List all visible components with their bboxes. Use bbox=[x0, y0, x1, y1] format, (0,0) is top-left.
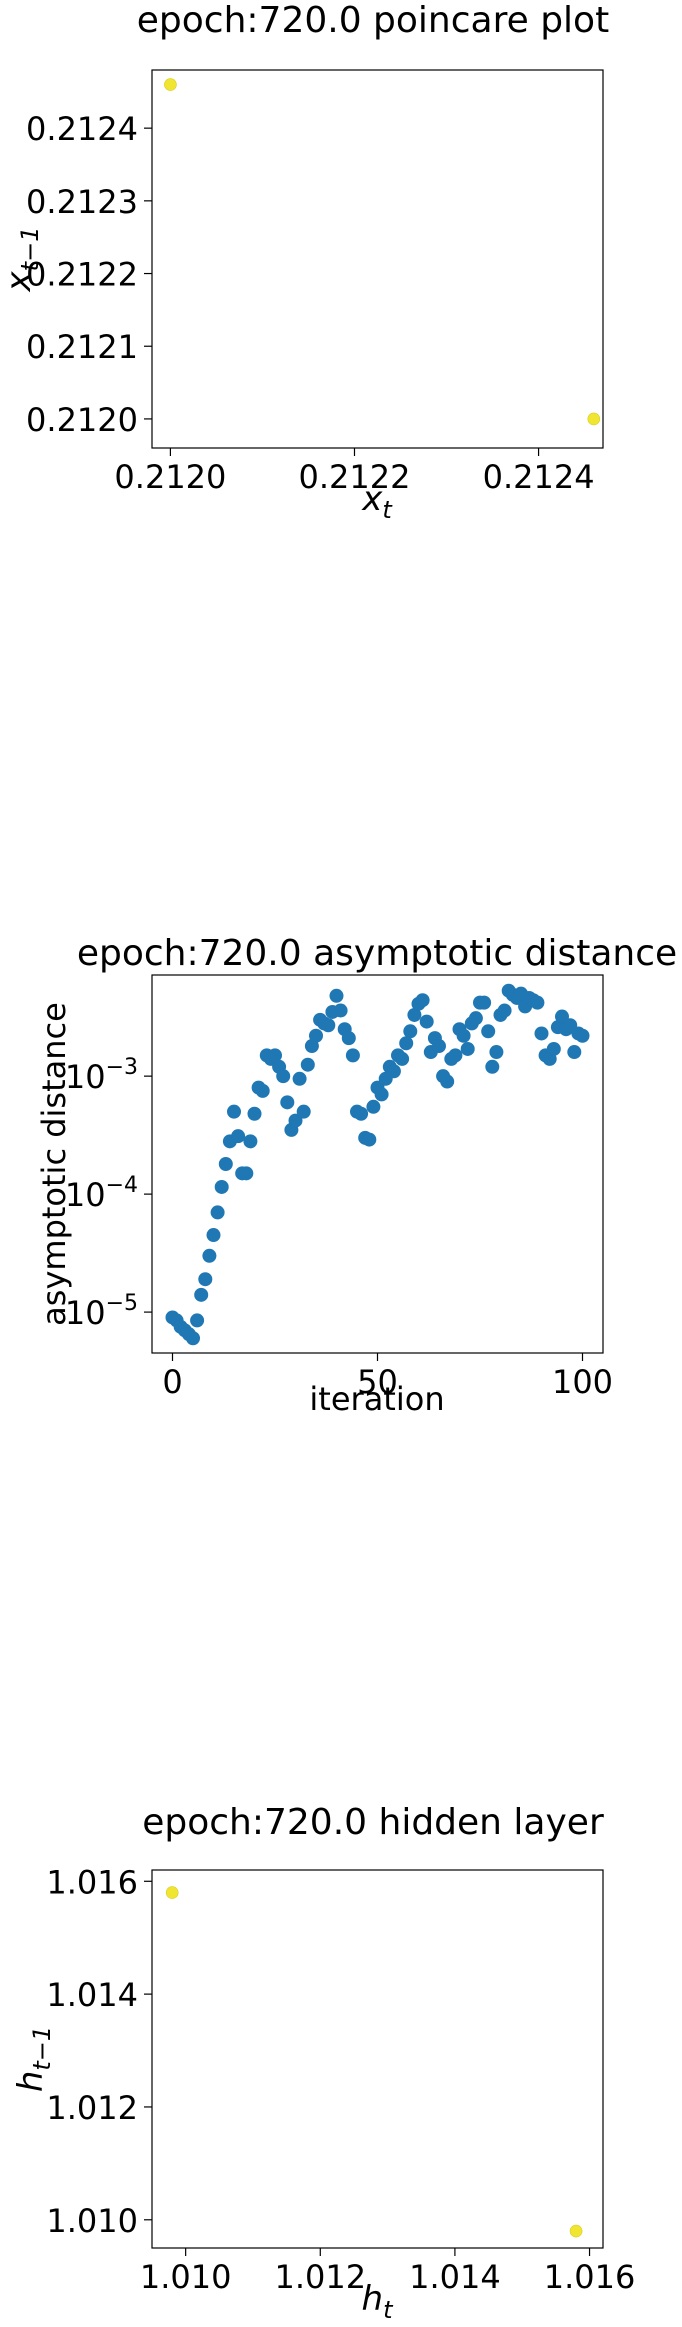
x-axis-label: iteration bbox=[309, 1380, 444, 1418]
data-point bbox=[300, 1057, 315, 1072]
data-point bbox=[497, 1003, 512, 1018]
data-point bbox=[481, 1024, 496, 1039]
y-tick-label: 1.010 bbox=[46, 2202, 138, 2240]
data-point bbox=[255, 1083, 270, 1098]
data-point bbox=[456, 1028, 471, 1043]
data-point bbox=[247, 1106, 262, 1121]
data-point bbox=[399, 1036, 414, 1051]
x-axis-label: ht bbox=[362, 2279, 395, 2323]
x-tick-label: 1.010 bbox=[140, 2258, 232, 2296]
data-point bbox=[432, 1039, 446, 1054]
data-point bbox=[164, 78, 177, 91]
poincare-panel: epoch:720.0 poincare plot 0.2120 0.2122 0.… bbox=[0, 0, 682, 560]
hidden-layer-chart: epoch:720.0 hidden layer 1.010 1.012 1.014… bbox=[11, 1802, 636, 2324]
data-point bbox=[460, 1041, 475, 1056]
data-point bbox=[345, 1048, 360, 1063]
y-tick-label: 1.016 bbox=[46, 1863, 138, 1901]
x-axis-label: xt bbox=[361, 479, 393, 524]
asymptotic-chart: epoch:720.0 asymptotic distance 0 50 100 1… bbox=[35, 933, 677, 1418]
data-point bbox=[333, 1003, 348, 1018]
data-point bbox=[403, 1024, 418, 1039]
data-point bbox=[288, 1113, 303, 1128]
asymptotic-panel: epoch:720.0 asymptotic distance 0 50 100 1… bbox=[0, 920, 682, 1480]
data-point bbox=[386, 1064, 401, 1079]
data-point bbox=[374, 1087, 389, 1102]
data-point bbox=[477, 995, 492, 1010]
data-point bbox=[292, 1071, 307, 1086]
data-point bbox=[395, 1051, 410, 1066]
data-point bbox=[354, 1106, 369, 1121]
x-tick-label: 0 bbox=[162, 1363, 182, 1401]
data-point bbox=[243, 1134, 258, 1149]
data-point bbox=[231, 1129, 246, 1144]
x-tick-label: 0.2120 bbox=[114, 458, 226, 496]
data-point bbox=[206, 1228, 221, 1243]
data-point bbox=[534, 1026, 549, 1041]
data-point bbox=[296, 1104, 311, 1119]
data-point bbox=[190, 1313, 205, 1328]
x-tick-label: 0.2124 bbox=[483, 458, 595, 496]
x-tick-label: 0.2122 bbox=[299, 458, 411, 496]
y-tick-label: 0.2124 bbox=[26, 110, 138, 148]
y-axis-label: ht−1 bbox=[11, 2026, 56, 2092]
x-tick-label: 1.012 bbox=[274, 2258, 366, 2296]
y-tick-label: 10−3 bbox=[65, 1055, 138, 1096]
chart-title: epoch:720.0 asymptotic distance bbox=[77, 933, 677, 974]
data-point bbox=[268, 1048, 282, 1063]
data-point bbox=[218, 1157, 233, 1171]
data-point bbox=[186, 1331, 200, 1346]
data-point bbox=[227, 1104, 241, 1119]
data-point bbox=[485, 1059, 500, 1074]
data-point bbox=[321, 1018, 336, 1033]
y-tick-label: 10−5 bbox=[65, 1291, 138, 1332]
data-point bbox=[407, 1007, 422, 1022]
data-point bbox=[214, 1179, 229, 1194]
plot-frame bbox=[151, 69, 604, 449]
y-tick-label: 0.2121 bbox=[26, 328, 138, 366]
data-point bbox=[587, 412, 601, 426]
data-point bbox=[415, 993, 430, 1008]
hidden-layer-panel: epoch:720.0 hidden layer 1.010 1.012 1.014… bbox=[0, 1800, 682, 2324]
y-tick-label: 0.2123 bbox=[26, 183, 138, 221]
data-point bbox=[569, 2224, 583, 2238]
y-axis-label: xt−1 bbox=[0, 227, 44, 293]
data-point bbox=[468, 1011, 483, 1026]
x-tick-label: 1.016 bbox=[544, 2258, 636, 2296]
data-point bbox=[440, 1074, 455, 1089]
x-tick-label: 1.014 bbox=[409, 2258, 501, 2296]
chart-title: epoch:720.0 poincare plot bbox=[137, 0, 609, 41]
data-point bbox=[555, 1009, 569, 1024]
y-tick-label: 10−4 bbox=[65, 1173, 138, 1214]
y-axis-label: asymptotic distance bbox=[35, 1002, 73, 1326]
poincare-chart: epoch:720.0 poincare plot 0.2120 0.2122 0.… bbox=[0, 0, 609, 524]
data-point bbox=[575, 1028, 590, 1043]
data-point bbox=[567, 1045, 582, 1060]
y-tick-label: 0.2122 bbox=[26, 256, 138, 294]
data-point bbox=[362, 1132, 377, 1147]
data-point bbox=[489, 1045, 504, 1060]
data-point bbox=[239, 1166, 254, 1181]
data-point bbox=[194, 1287, 209, 1302]
y-tick-label: 1.014 bbox=[46, 1976, 138, 2014]
data-point bbox=[198, 1272, 213, 1287]
data-point bbox=[530, 995, 545, 1010]
y-tick-label: 1.012 bbox=[46, 2089, 138, 2127]
x-tick-label: 50 bbox=[357, 1363, 398, 1401]
data-point bbox=[280, 1095, 295, 1110]
data-point bbox=[546, 1041, 561, 1056]
data-point bbox=[276, 1069, 291, 1084]
chart-title: epoch:720.0 hidden layer bbox=[142, 1802, 604, 1843]
data-point bbox=[165, 1886, 179, 1899]
data-point bbox=[448, 1048, 463, 1063]
data-point bbox=[366, 1099, 381, 1114]
data-point bbox=[202, 1248, 217, 1263]
data-point bbox=[419, 1014, 434, 1029]
data-point bbox=[329, 988, 344, 1003]
plot-frame bbox=[151, 1869, 604, 2249]
data-point bbox=[210, 1205, 225, 1220]
y-tick-label: 0.2120 bbox=[26, 401, 138, 439]
data-point bbox=[341, 1031, 356, 1046]
x-tick-label: 100 bbox=[552, 1363, 613, 1401]
data-point bbox=[309, 1028, 323, 1043]
